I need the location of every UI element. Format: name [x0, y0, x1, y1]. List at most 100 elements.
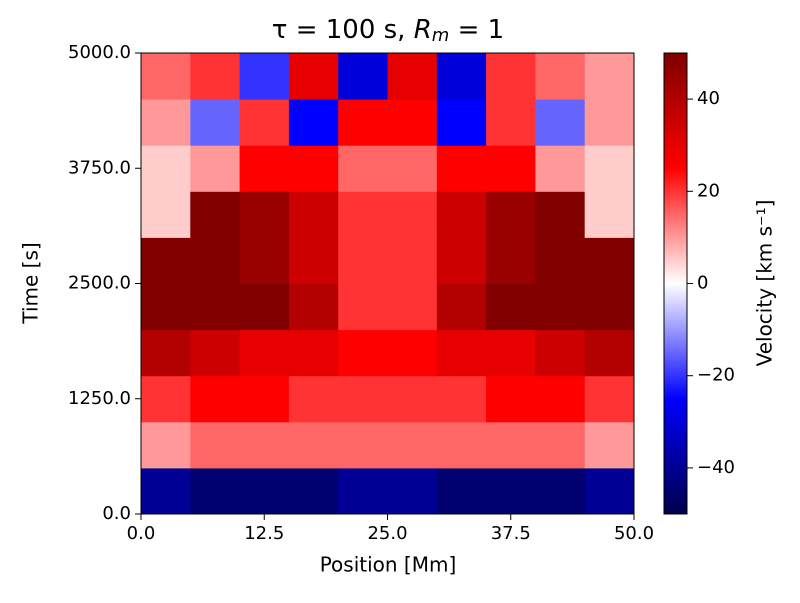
heatmap-cell	[436, 467, 487, 515]
heatmap-cell	[436, 283, 487, 331]
heatmap-cell	[584, 145, 635, 192]
title-subscript: m	[432, 25, 450, 46]
heatmap-cell	[486, 237, 536, 284]
y-tick-label: 2500.0	[68, 273, 131, 294]
heatmap-cell	[141, 375, 191, 423]
heatmap-cell	[338, 283, 388, 331]
heatmap-cell	[436, 191, 487, 238]
y-tick-label: 0.0	[102, 503, 131, 524]
heatmap-cell	[141, 99, 191, 146]
x-tick-label: 37.5	[491, 523, 531, 544]
heatmap-cell	[387, 421, 438, 469]
heatmap-cell	[436, 145, 487, 192]
heatmap-cell	[486, 53, 536, 100]
heatmap-cell	[288, 467, 339, 515]
heatmap-cell	[141, 421, 191, 469]
heatmap-cell	[584, 421, 635, 469]
heatmap-cell	[190, 145, 241, 192]
x-tick-label: 25.0	[367, 523, 407, 544]
heatmap-cell	[338, 53, 388, 100]
heatmap-cell	[436, 375, 487, 423]
heatmap-cell	[338, 421, 388, 469]
x-tick-label: 50.0	[614, 523, 654, 544]
heatmap-cell	[535, 53, 586, 100]
heatmap-cell	[190, 421, 241, 469]
heatmap-cell	[190, 467, 241, 515]
heatmap-cell	[584, 467, 635, 515]
colorbar-tick-label: −20	[697, 365, 735, 386]
y-tick-label: 1250.0	[68, 388, 131, 409]
heatmap-cell	[486, 145, 536, 192]
x-axis-label: Position [Mm]	[320, 553, 457, 577]
heatmap-cell	[387, 53, 438, 100]
heatmap-cell	[338, 375, 388, 423]
heatmap-cell	[190, 237, 241, 284]
heatmap-cell	[141, 467, 191, 515]
heatmap	[141, 53, 635, 515]
heatmap-cell	[288, 145, 339, 192]
heatmap-cell	[288, 329, 339, 377]
heatmap-cell	[387, 375, 438, 423]
heatmap-cell	[190, 53, 241, 100]
heatmap-cell	[535, 467, 586, 515]
heatmap-cell	[288, 99, 339, 146]
title-symbol: R	[414, 15, 432, 45]
heatmap-cell	[239, 283, 290, 331]
heatmap-cell	[486, 375, 536, 423]
heatmap-cell	[436, 53, 487, 100]
y-tick-label: 3750.0	[68, 157, 131, 178]
heatmap-cell	[486, 329, 536, 377]
heatmap-cell	[387, 99, 438, 146]
colorbar-label: Velocity [km s⁻¹]	[753, 200, 777, 367]
heatmap-cell	[190, 99, 241, 146]
heatmap-cell	[584, 329, 635, 377]
heatmap-cell	[486, 99, 536, 146]
heatmap-cell	[239, 237, 290, 284]
heatmap-cell	[584, 53, 635, 100]
heatmap-cell	[141, 191, 191, 238]
heatmap-cell	[288, 421, 339, 469]
heatmap-cell	[190, 191, 241, 238]
heatmap-cell	[338, 329, 388, 377]
heatmap-cell	[387, 145, 438, 192]
heatmap-cell	[486, 421, 536, 469]
heatmap-cell	[387, 283, 438, 331]
heatmap-cell	[486, 467, 536, 515]
heatmap-cell	[486, 191, 536, 238]
heatmap-cell	[387, 329, 438, 377]
y-tick-label: 5000.0	[68, 42, 131, 63]
heatmap-cell	[535, 421, 586, 469]
heatmap-cell	[239, 53, 290, 100]
colorbar-tick-label: 0	[697, 273, 708, 294]
heatmap-cell	[239, 375, 290, 423]
heatmap-cell	[535, 191, 586, 238]
heatmap-cell	[141, 145, 191, 192]
heatmap-cell	[288, 191, 339, 238]
heatmap-cell	[288, 375, 339, 423]
title-suffix: = 1	[449, 15, 504, 45]
heatmap-cell	[239, 145, 290, 192]
heatmap-cell	[535, 99, 586, 146]
heatmap-cell	[141, 329, 191, 377]
heatmap-cell	[288, 53, 339, 100]
heatmap-cell	[239, 467, 290, 515]
heatmap-cell	[436, 99, 487, 146]
heatmap-cell	[535, 283, 586, 331]
heatmap-cell	[190, 329, 241, 377]
heatmap-cell	[584, 283, 635, 331]
heatmap-cell	[141, 53, 191, 100]
heatmap-cell	[288, 283, 339, 331]
heatmap-cell	[141, 283, 191, 331]
heatmap-cell	[584, 237, 635, 284]
heatmap-cell	[338, 191, 388, 238]
x-tick-label: 0.0	[127, 523, 156, 544]
heatmap-cell	[288, 237, 339, 284]
heatmap-cell	[436, 421, 487, 469]
heatmap-cell	[239, 329, 290, 377]
heatmap-cell	[535, 237, 586, 284]
heatmap-cell	[387, 467, 438, 515]
heatmap-cell	[387, 237, 438, 284]
colorbar-tick-label: 40	[697, 88, 720, 109]
